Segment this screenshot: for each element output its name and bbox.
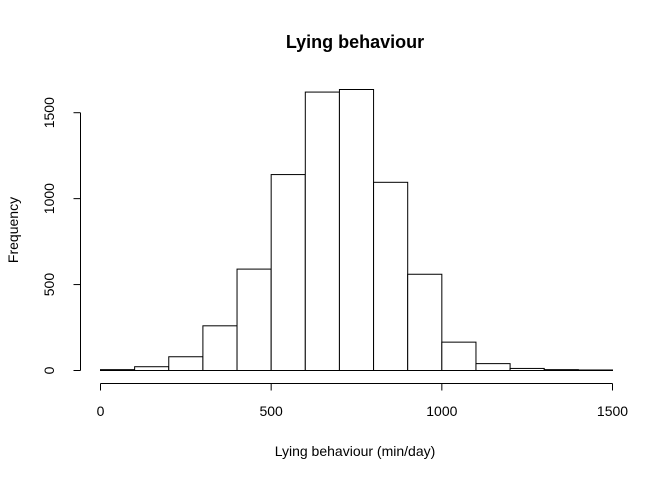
histogram-bar-2 <box>168 356 204 371</box>
y-axis-label: Frequency <box>5 197 21 263</box>
histogram-bar-5 <box>270 174 306 371</box>
y-axis: 0 500 1000 1500 <box>41 97 81 374</box>
y-tick-label-3: 1500 <box>41 97 57 128</box>
bars-group <box>100 89 613 372</box>
x-tick-label-1: 500 <box>259 403 283 419</box>
histogram-bar-1 <box>134 366 170 372</box>
histogram-bar-11 <box>475 363 511 372</box>
x-tick-label-2: 1000 <box>426 403 457 419</box>
histogram-bar-8 <box>373 181 409 371</box>
histogram-bar-14 <box>577 369 613 372</box>
histogram-bar-13 <box>543 369 579 372</box>
chart-title: Lying behaviour <box>286 32 424 52</box>
x-axis-label: Lying behaviour (min/day) <box>275 443 436 459</box>
histogram-bar-10 <box>441 341 477 372</box>
histogram-bar-12 <box>509 367 545 372</box>
histogram-bar-9 <box>407 273 443 371</box>
histogram-bar-7 <box>338 89 375 371</box>
histogram-bar-0 <box>100 369 136 372</box>
y-tick-label-1: 500 <box>41 273 57 297</box>
x-axis: 0 500 1000 1500 <box>97 383 628 419</box>
x-tick-label-0: 0 <box>97 403 105 419</box>
histogram-bar-3 <box>202 325 238 371</box>
histogram-bar-4 <box>236 268 272 372</box>
y-tick-label-0: 0 <box>41 366 57 374</box>
histogram-bar-6 <box>304 91 340 372</box>
y-tick-label-2: 1000 <box>41 183 57 214</box>
x-tick-label-3: 1500 <box>597 403 628 419</box>
